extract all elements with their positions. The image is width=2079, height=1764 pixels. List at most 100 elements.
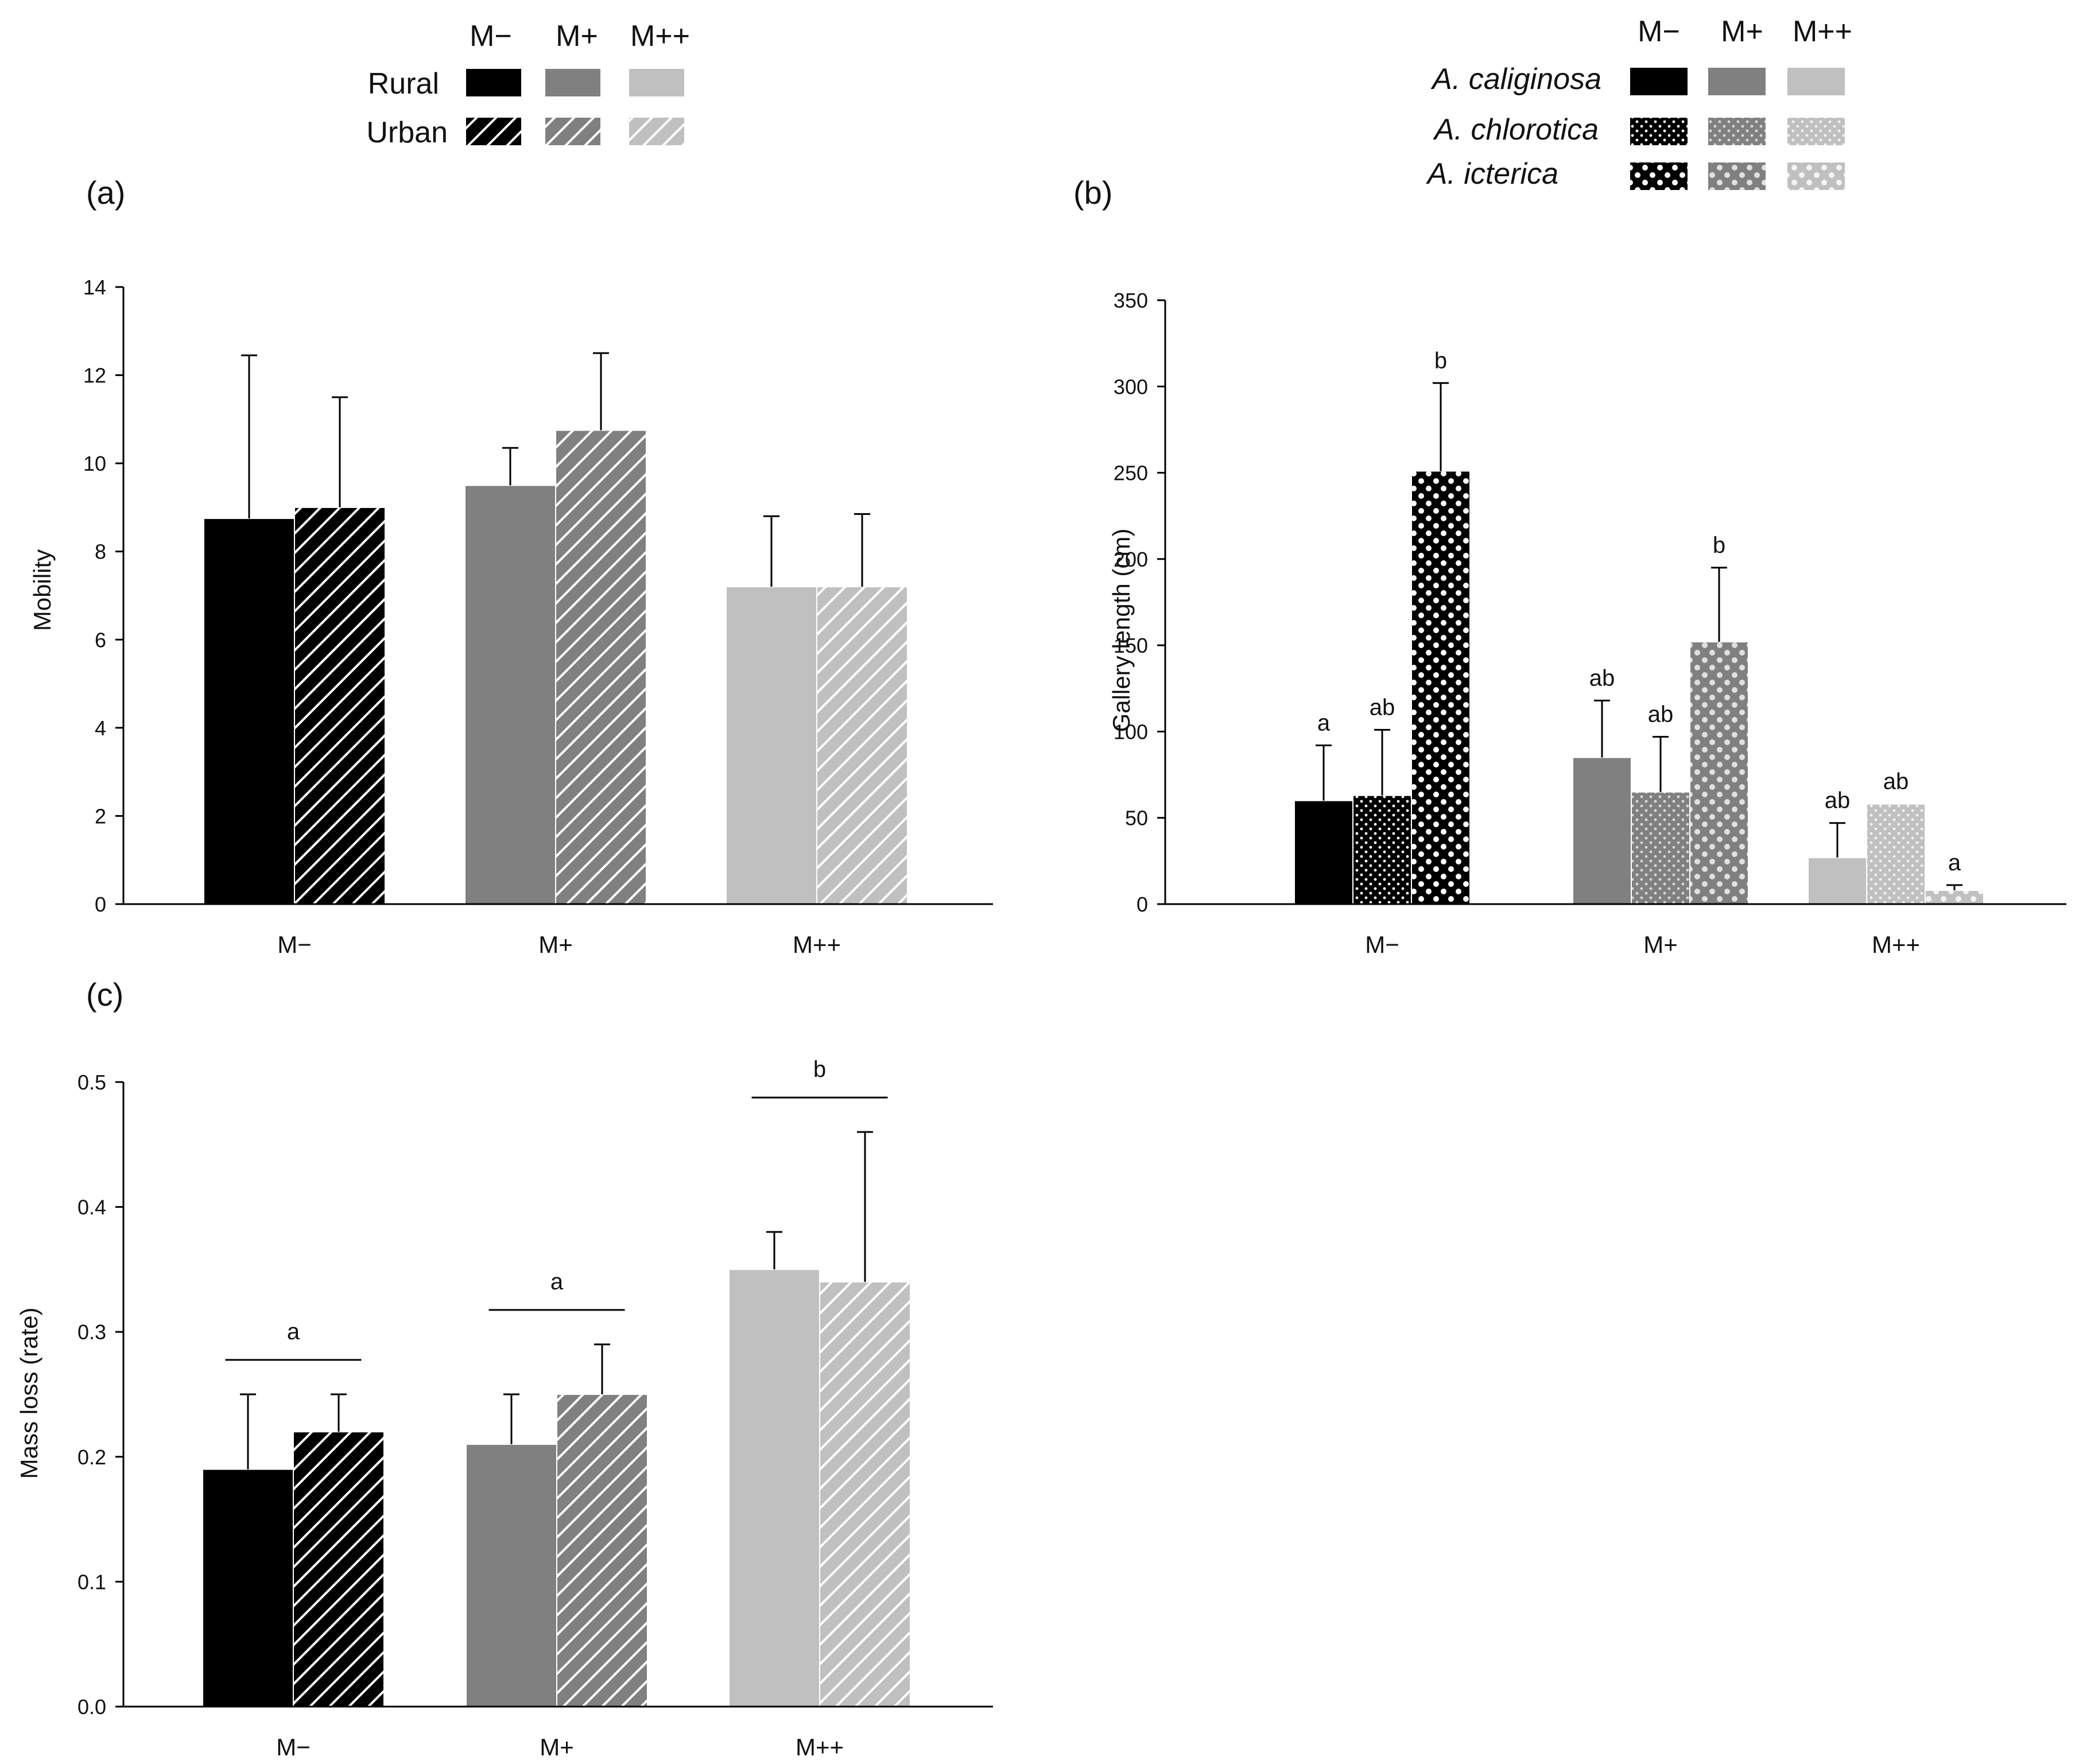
legend-b-swatch-chlorotica-m-plusplus [1787,118,1845,145]
sig-group-label-c-m-minus: a [287,1319,300,1344]
bar-a-rural-m-plus [464,484,556,905]
legend-b-header-m-plusplus: M++ [1793,15,1852,48]
panel-label-b: (b) [1073,175,1112,211]
legend-a-header-m-minus: M− [470,20,512,53]
legend-a-header-m-plus: M+ [556,20,598,53]
bar-b-a-caliginosa-m-plusplus [1808,856,1867,905]
y-tick-label-a-2: 4 [95,716,106,740]
legend-a-swatch-rural-m-plusplus [629,69,684,96]
error-bar-b-2-m-minus [1433,382,1449,471]
panel-label-a: (a) [86,175,125,211]
y-tick-label-b-3: 150 [1114,634,1148,657]
error-bar-a-0-m-plusplus [763,515,779,587]
error-bar-c-1-m-plus [594,1343,610,1394]
y-tick-label-c-3: 0.3 [77,1320,106,1344]
y-tick-label-b-5: 250 [1114,462,1148,485]
bar-c-rural-m-plus [466,1444,557,1708]
chart-c-ylabel: Mass loss (rate) [15,1308,42,1479]
chart-a-mobility: 0 2 4 6 8 10 12 14 M− M+ M++ Mobility [29,276,993,958]
x-tick-label-c-m-plus: M+ [540,1734,574,1761]
y-tick-label-b-2: 100 [1114,720,1148,743]
bar-b-a-caliginosa-m-plus [1572,757,1632,905]
y-tick-label-a-4: 8 [95,540,106,564]
legend-b-header-m-minus: M− [1638,15,1680,48]
error-bar-b-2-m-plusplus [1946,884,1962,890]
bar-a-urban-m-plusplus [816,586,908,905]
bar-b-a-chlorotica-m-plusplus [1866,803,1926,905]
bar-b-a-chlorotica-m-minus [1352,794,1412,905]
bar-b-a-icterica-m-minus [1411,470,1471,905]
error-bar-c-0-m-plusplus [766,1231,782,1270]
y-tick-label-a-0: 0 [95,893,106,916]
sig-label-b-0-m-minus: a [1317,710,1331,735]
legend-a-swatch-rural-m-plus [545,69,600,96]
legend-a-swatch-urban-m-minus [466,118,521,145]
sig-label-b-1-m-plus: ab [1648,701,1674,727]
y-tick-label-b-0: 0 [1137,893,1148,916]
error-bar-b-0-m-plusplus [1829,822,1845,858]
x-tick-label-b-m-minus: M− [1365,931,1399,958]
bar-a-rural-m-plusplus [726,586,817,905]
y-tick-label-c-5: 0.5 [77,1071,106,1094]
legend-a-swatch-urban-m-plusplus [629,118,684,145]
error-bar-a-1-m-plus [593,352,609,431]
error-bar-a-0-m-minus [241,354,257,519]
legend-b-swatch-chlorotica-m-plus [1708,118,1766,145]
error-bar-a-1-m-plusplus [854,513,870,587]
bar-b-a-icterica-m-plusplus [1925,889,1984,905]
y-tick-label-c-4: 0.4 [77,1196,106,1219]
x-tick-label-a-m-minus: M− [277,931,312,958]
error-bar-b-1-m-minus [1374,728,1390,796]
y-tick-label-a-1: 2 [95,804,106,828]
bar-a-rural-m-minus [203,518,295,905]
sig-label-b-1-m-plusplus: ab [1883,769,1909,794]
legend-b: M− M+ M++ A. caliginosa A. chlorotica A.… [1426,15,1852,191]
bar-a-urban-m-plus [555,429,647,905]
x-tick-label-a-m-plus: M+ [538,931,573,958]
chart-b-ylabel: Gallery length (cm) [1108,529,1135,732]
sig-label-b-0-m-plusplus: ab [1825,788,1851,813]
bar-c-urban-m-plus [556,1394,648,1707]
bar-b-a-icterica-m-plus [1689,641,1749,905]
x-tick-label-b-m-plusplus: M++ [1872,931,1920,958]
legend-b-swatch-caliginosa-m-plus [1708,68,1766,95]
legend-b-swatch-caliginosa-m-plusplus [1787,68,1845,95]
y-tick-label-c-0: 0.0 [77,1695,106,1719]
legend-b-header-m-plus: M+ [1721,15,1763,48]
legend-a-row-urban: Urban [366,116,448,149]
error-bar-c-1-m-plusplus [857,1131,873,1282]
chart-a-ylabel: Mobility [29,549,56,631]
legend-b-row-chlorotica: A. chlorotica [1433,113,1599,146]
bar-c-rural-m-plusplus [728,1269,820,1707]
chart-c-mass-loss: a a b 0.0 0.1 0.2 0.3 0.4 0.5 M− M+ M++ Mass loss… [15,1057,993,1761]
y-tick-label-c-2: 0.2 [77,1445,106,1469]
error-bar-b-0-m-minus [1316,744,1332,801]
error-bar-a-1-m-minus [332,396,348,507]
bar-c-urban-m-minus [293,1431,385,1708]
y-tick-label-b-6: 300 [1114,375,1148,398]
bar-b-a-caliginosa-m-minus [1294,800,1353,905]
error-bar-c-1-m-minus [331,1393,347,1432]
y-tick-label-a-5: 10 [83,452,106,475]
legend-a-swatch-urban-m-plus [545,118,600,145]
y-tick-label-a-7: 14 [83,276,106,299]
legend-b-swatch-icterica-m-plusplus [1787,162,1845,190]
x-tick-label-c-m-minus: M− [276,1734,311,1761]
error-bar-b-0-m-plus [1594,699,1610,758]
legend-a-swatch-rural-m-minus [466,69,521,96]
error-bar-b-2-m-plus [1711,567,1727,642]
legend-a-header-m-plusplus: M++ [630,20,690,53]
sig-group-label-c-m-plus: a [550,1269,564,1294]
x-tick-label-c-m-plusplus: M++ [796,1734,844,1761]
legend-a: M− M+ M++ Rural Urban [366,20,690,149]
legend-a-row-rural: Rural [368,67,439,100]
sig-label-b-1-m-minus: ab [1370,695,1395,720]
y-tick-label-b-7: 350 [1114,289,1148,312]
legend-b-swatch-icterica-m-plus [1708,162,1766,190]
y-tick-label-b-1: 50 [1125,807,1148,830]
legend-b-swatch-chlorotica-m-minus [1630,118,1688,145]
y-tick-label-a-6: 12 [83,364,106,387]
sig-group-label-c-m-plusplus: b [813,1057,826,1082]
bar-c-rural-m-minus [202,1468,294,1708]
